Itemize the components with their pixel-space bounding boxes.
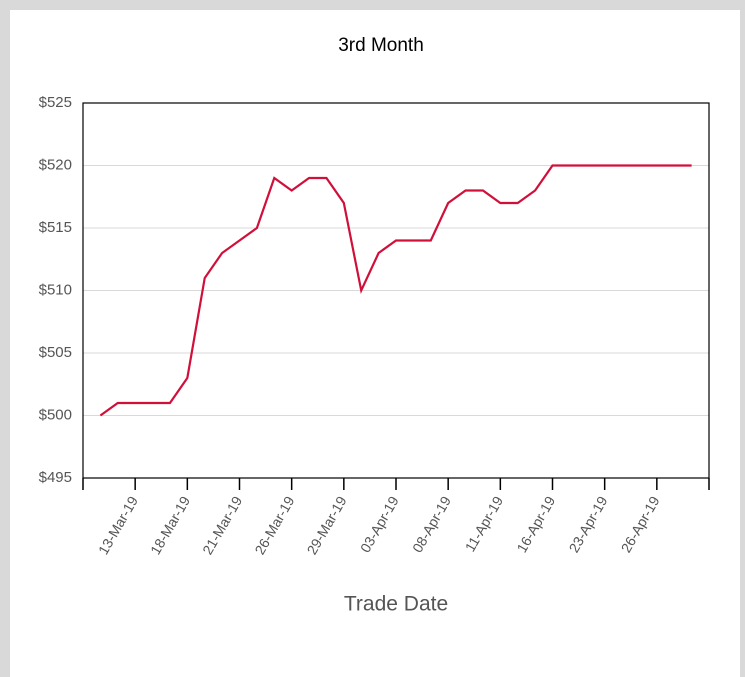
y-tick-label: $495 [39, 469, 72, 486]
y-tick-label: $505 [39, 344, 72, 361]
y-tick-label: $500 [39, 406, 72, 423]
y-tick-label: $525 [39, 94, 72, 111]
data-line [99, 164, 692, 417]
panel [10, 10, 740, 677]
chart-title: 3rd Month [338, 35, 424, 56]
y-tick-label: $510 [39, 281, 72, 298]
y-tick-label: $520 [39, 156, 72, 173]
y-tick-label: $515 [39, 219, 72, 236]
x-axis-label: Trade Date [344, 593, 448, 616]
